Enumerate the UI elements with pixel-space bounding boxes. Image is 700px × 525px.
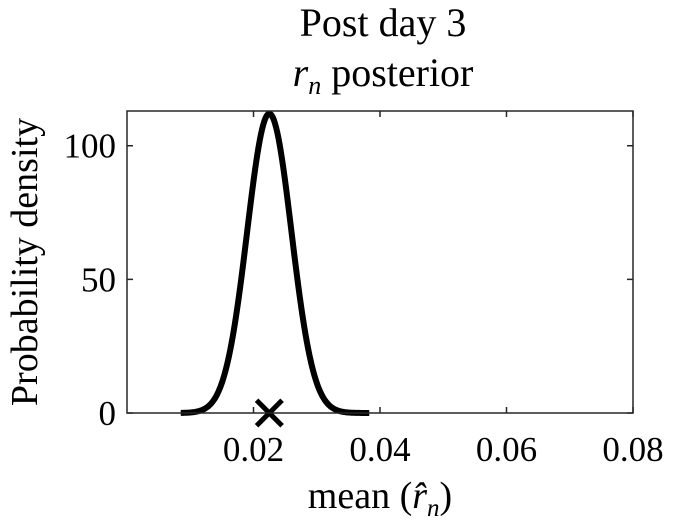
subtitle-variable: r	[293, 50, 309, 95]
x-tick-label: 0.04	[349, 430, 410, 469]
x-axis-label-variable: r̂	[412, 475, 427, 517]
y-tick-label: 50	[81, 260, 116, 299]
plot-area	[178, 110, 372, 428]
x-axis-label-suffix: )	[440, 475, 453, 517]
x-axis-label: mean (r̂n)	[308, 475, 452, 522]
chart-title: Post day 3	[300, 0, 467, 45]
x-axis-label-subscript: n	[427, 495, 440, 522]
x-tick-label: 0.02	[223, 430, 284, 469]
posterior-density-line	[178, 110, 372, 416]
subtitle-rest: posterior	[321, 50, 473, 95]
x-axis-label-prefix: mean (	[308, 475, 412, 517]
chart-subtitle: rn posterior	[293, 50, 474, 100]
y-tick-label: 100	[64, 127, 117, 166]
y-tick-label: 0	[99, 394, 117, 433]
x-tick-label: 0.08	[602, 430, 663, 469]
axes-box	[126, 110, 634, 414]
subtitle-subscript: n	[308, 71, 321, 100]
y-axis-label: Probability density	[4, 118, 46, 406]
x-tick-label: 0.06	[476, 430, 537, 469]
